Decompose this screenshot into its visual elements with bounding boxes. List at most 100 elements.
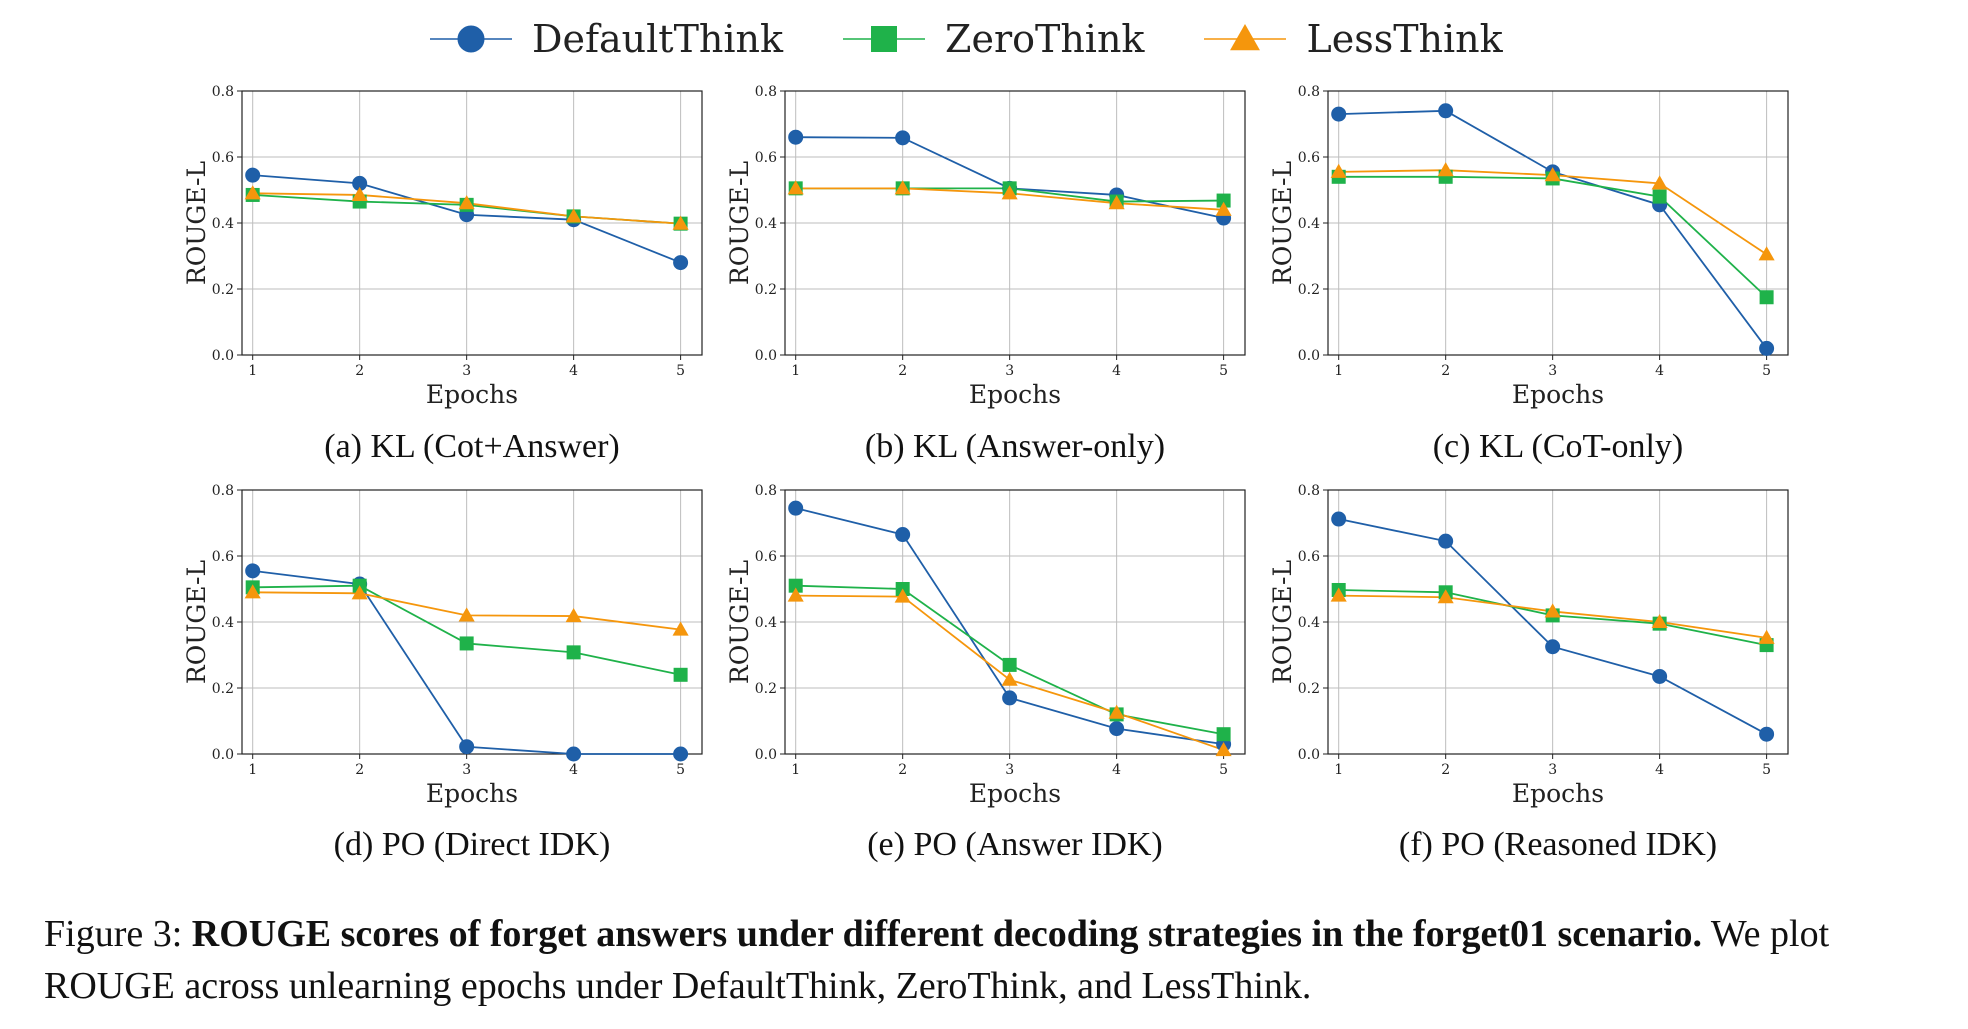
x-tick-label: 5 <box>1762 762 1771 778</box>
y-tick-label: 0.8 <box>1298 483 1320 499</box>
data-point-lessthink <box>1437 589 1454 604</box>
data-point-lessthink <box>458 607 475 622</box>
y-tick-label: 0.8 <box>755 84 777 100</box>
data-point-defaultthink <box>245 167 261 183</box>
plot-frame <box>241 90 703 356</box>
x-tick-label: 5 <box>676 762 685 778</box>
data-point-defaultthink <box>459 739 475 755</box>
data-point-lessthink <box>458 195 475 210</box>
y-tick-label: 0.0 <box>1298 747 1320 763</box>
x-tick-label: 5 <box>1762 363 1771 379</box>
data-point-defaultthink <box>1545 639 1561 655</box>
y-tick-label: 0.0 <box>1298 348 1320 364</box>
x-tick-label: 1 <box>248 762 257 778</box>
data-point-lessthink <box>1215 201 1232 216</box>
x-tick-label: 1 <box>1334 363 1343 379</box>
data-point-zerothink <box>1216 193 1231 208</box>
data-point-zerothink <box>1216 727 1231 742</box>
data-point-defaultthink <box>788 129 804 145</box>
x-tick-label: 5 <box>1219 762 1228 778</box>
chart-panel: 1 2 3 4 5 0.0 0.2 0.4 0.6 0.8 Epochs ROUGE-L <box>725 66 1253 409</box>
data-point-lessthink <box>894 180 911 195</box>
legend-item-defaultthink: DefaultThink <box>430 17 783 61</box>
data-point-lessthink <box>894 588 911 603</box>
legend-swatch <box>843 26 926 52</box>
data-point-defaultthink <box>1331 106 1347 122</box>
y-tick-label: 0.4 <box>755 216 777 232</box>
chart-panel: 1 2 3 4 5 0.0 0.2 0.4 0.6 0.8 Epochs ROUGE-L <box>1268 66 1796 409</box>
y-tick-label: 0.6 <box>1298 549 1320 565</box>
y-axis-label: ROUGE-L <box>182 161 211 285</box>
legend-item-zerothink: ZeroThink <box>843 17 1144 61</box>
x-tick-label: 5 <box>676 363 685 379</box>
y-axis-label: ROUGE-L <box>1268 560 1297 684</box>
data-point-lessthink <box>1108 195 1125 210</box>
y-tick-label: 0.2 <box>755 681 777 697</box>
legend-marker-circle <box>457 25 485 53</box>
data-point-lessthink <box>244 185 261 200</box>
data-point-defaultthink <box>245 563 261 579</box>
data-point-lessthink <box>787 587 804 602</box>
data-point-zerothink <box>1652 189 1667 204</box>
data-point-defaultthink <box>788 500 804 516</box>
data-point-defaultthink <box>1109 721 1125 737</box>
data-point-lessthink <box>1758 246 1775 261</box>
y-tick-label: 0.2 <box>212 282 234 298</box>
y-tick-label: 0.6 <box>212 150 234 166</box>
y-axis-label: ROUGE-L <box>182 560 211 684</box>
x-tick-label: 3 <box>1548 762 1557 778</box>
x-tick-label: 4 <box>569 363 578 379</box>
y-tick-label: 0.4 <box>212 615 234 631</box>
x-tick-label: 4 <box>1112 762 1121 778</box>
y-tick-label: 0.2 <box>1298 681 1320 697</box>
x-tick-label: 2 <box>1441 762 1450 778</box>
x-axis-label: Epochs <box>426 779 518 808</box>
legend-marker-square <box>871 26 898 52</box>
y-tick-label: 0.6 <box>1298 150 1320 166</box>
data-point-defaultthink <box>673 255 689 271</box>
x-tick-label: 3 <box>1005 762 1014 778</box>
x-tick-label: 3 <box>1005 363 1014 379</box>
x-tick-label: 3 <box>462 762 471 778</box>
plot-frame <box>1327 489 1789 755</box>
data-point-lessthink <box>1758 629 1775 644</box>
data-point-zerothink <box>1002 657 1017 672</box>
x-tick-label: 3 <box>462 363 471 379</box>
data-point-defaultthink <box>1438 103 1454 119</box>
y-tick-label: 0.8 <box>755 483 777 499</box>
y-tick-label: 0.2 <box>212 681 234 697</box>
data-point-lessthink <box>351 585 368 600</box>
chart-svg: 1 2 3 4 5 0.0 0.2 0.4 0.6 0.8 Epochs ROUGE-L <box>725 84 1246 409</box>
y-tick-label: 0.2 <box>755 282 777 298</box>
data-point-lessthink <box>351 186 368 201</box>
legend-swatch <box>430 25 512 53</box>
x-axis-label: Epochs <box>426 380 518 409</box>
data-point-lessthink <box>672 621 689 636</box>
legend-label: DefaultThink <box>532 17 784 61</box>
x-tick-label: 3 <box>1548 363 1557 379</box>
caption-rest: We plot ROUGE across unlearning epochs u… <box>44 913 1830 1007</box>
x-tick-label: 2 <box>898 762 907 778</box>
chart-panel: 1 2 3 4 5 0.0 0.2 0.4 0.6 0.8 Epochs ROUGE-L <box>182 66 710 409</box>
data-point-defaultthink <box>1759 340 1775 356</box>
data-point-lessthink <box>1108 704 1125 719</box>
y-tick-label: 0.8 <box>212 84 234 100</box>
chart-svg: 1 2 3 4 5 0.0 0.2 0.4 0.6 0.8 Epochs ROUGE-L <box>182 84 703 409</box>
y-axis-label: ROUGE-L <box>725 161 754 285</box>
x-tick-label: 2 <box>1441 363 1450 379</box>
subfigure-caption: (d) PO (Direct IDK) <box>333 826 611 863</box>
y-tick-label: 0.8 <box>212 483 234 499</box>
x-tick-label: 1 <box>248 363 257 379</box>
data-point-zerothink <box>566 645 581 660</box>
subfigure-caption: (e) PO (Answer IDK) <box>867 826 1163 863</box>
data-point-defaultthink <box>895 527 911 543</box>
y-tick-label: 0.4 <box>1298 615 1320 631</box>
x-tick-label: 4 <box>1655 363 1664 379</box>
legend-label: LessThink <box>1306 17 1503 61</box>
chart-panel: 1 2 3 4 5 0.0 0.2 0.4 0.6 0.8 Epochs ROUGE-L <box>1268 465 1796 808</box>
caption-bold: ROUGE scores of forget answers under dif… <box>191 913 1703 955</box>
x-axis-label: Epochs <box>969 380 1061 409</box>
y-tick-label: 0.4 <box>1298 216 1320 232</box>
y-axis-label: ROUGE-L <box>1268 161 1297 285</box>
y-tick-label: 0.8 <box>1298 84 1320 100</box>
